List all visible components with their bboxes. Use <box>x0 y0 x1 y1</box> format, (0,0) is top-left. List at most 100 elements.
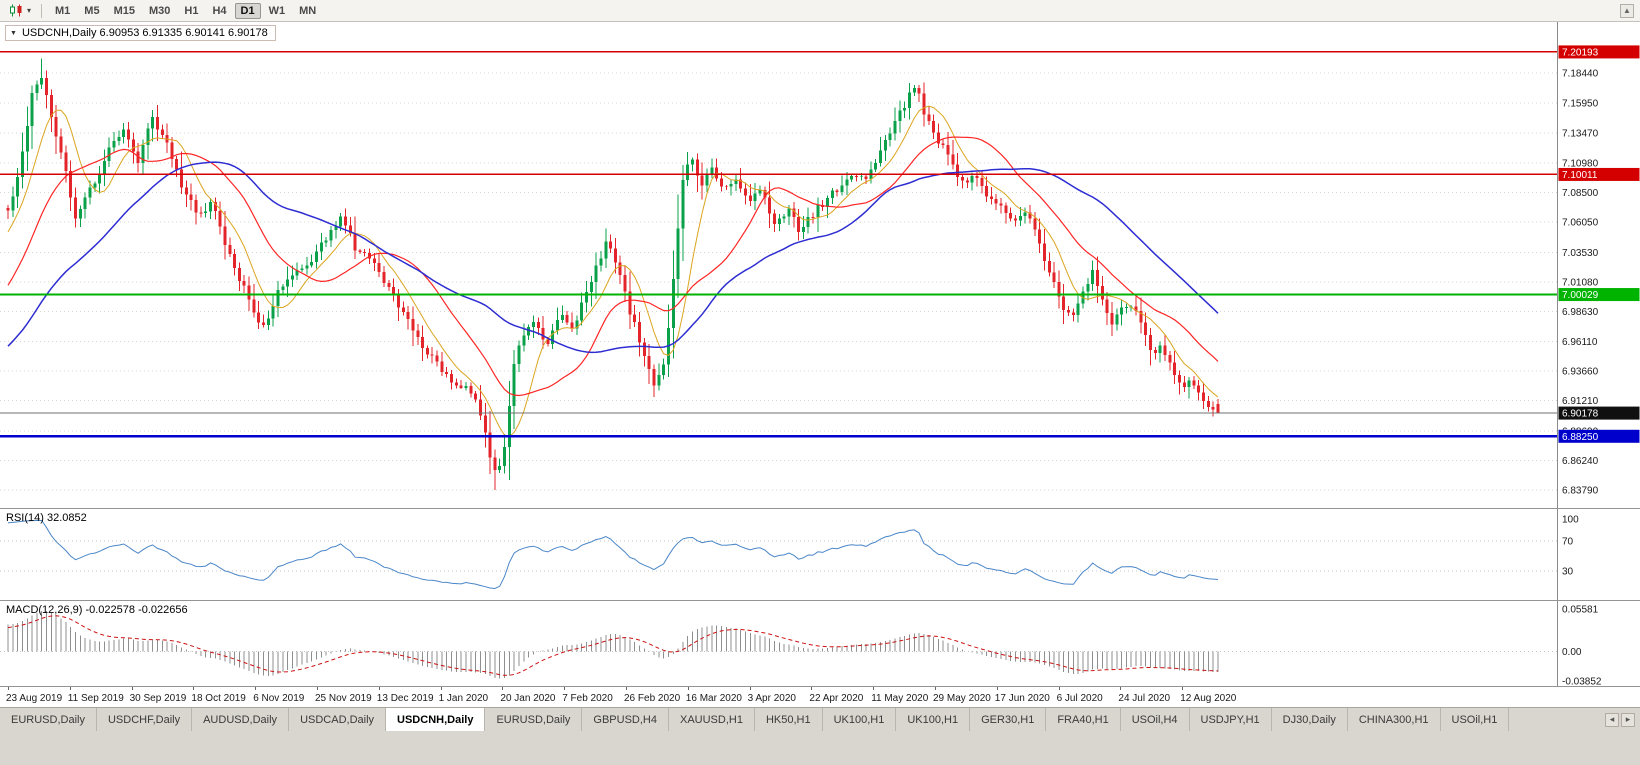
timeframe-button-h1[interactable]: H1 <box>184 4 199 17</box>
date-label: 18 Oct 2019 <box>191 693 246 704</box>
candlestick-chart-icon <box>10 4 22 17</box>
date-label: 26 Feb 2020 <box>624 693 681 704</box>
date-tick <box>193 687 195 690</box>
price-tag <box>1558 429 1640 443</box>
price-tag-label: 6.90178 <box>1562 409 1599 420</box>
macd-label: MACD(12,26,9) -0.022578 -0.022656 <box>6 604 188 616</box>
timeframe-button-m1[interactable]: M1 <box>55 4 71 17</box>
date-axis[interactable]: 23 Aug 2019 11 Sep 2019 30 Sep 2019 18 Oct … <box>0 686 1640 707</box>
symbol-tabbar: EURUSD,Daily USDCHF,Daily AUDUSD,Daily USDC… <box>0 707 1640 731</box>
date-tick <box>131 687 133 690</box>
one-click-trading-caret-icon[interactable]: ▼ <box>10 29 17 37</box>
tab-scroll-buttons: ◂ ▸ <box>1600 708 1640 731</box>
date-tick <box>1182 687 1184 690</box>
price-tick-label: 6.86240 <box>1562 456 1599 467</box>
date-tick <box>1120 687 1122 690</box>
symbol-tab-usoil-h4[interactable]: USOil,H4 <box>1121 708 1190 731</box>
date-tick <box>564 687 566 690</box>
date-label: 23 Aug 2019 <box>6 693 63 704</box>
tab-scroll-left-button[interactable]: ◂ <box>1605 712 1619 727</box>
macd-histogram <box>7 610 1219 679</box>
symbol-tab-dj30-daily[interactable]: DJ30,Daily <box>1272 708 1348 731</box>
timeframe-button-h4[interactable]: H4 <box>212 4 227 17</box>
ma-line-21 <box>7 136 1219 397</box>
toolbar-separator <box>41 3 43 18</box>
rsi-tick-label: 100 <box>1562 515 1579 526</box>
date-tick <box>317 687 318 690</box>
main-chart-panel[interactable]: 7.18440 7.15950 7.13470 7.10980 7.08500 7.060… <box>0 22 1640 508</box>
timeframe-button-d1[interactable]: D1 <box>234 2 261 19</box>
price-tick-label: 6.98630 <box>1562 307 1599 318</box>
price-tag-label: 7.20193 <box>1562 47 1599 58</box>
price-tick-label: 7.18440 <box>1562 69 1599 80</box>
date-label: 16 Mar 2020 <box>685 693 742 704</box>
macd-panel[interactable]: 0.05581 0.00 -0.03852 MACD(12,26,9) -0.022… <box>0 600 1640 687</box>
price-tick-label: 6.96110 <box>1562 337 1598 348</box>
timeframe-toolbar: ▾ M1 M5 M15 M30 H1 H4 D1 W1 MN ▲ <box>0 0 1640 22</box>
date-tick <box>255 687 257 690</box>
date-label: 11 May 2020 <box>871 693 929 704</box>
rsi-line <box>7 519 1219 590</box>
chart-title-text: USDCNH,Daily 6.90953 6.91335 6.90141 6.9… <box>21 27 268 39</box>
symbol-tab-usoil-h1[interactable]: USOil,H1 <box>1441 708 1510 731</box>
macd-tick-label: -0.03852 <box>1562 677 1602 688</box>
symbol-tab-usdcnh-daily[interactable]: USDCNH,Daily <box>386 708 486 731</box>
rsi-panel[interactable]: 100 70 30 RSI(14) 32.0852 <box>0 508 1640 601</box>
price-tick-label: 6.93660 <box>1562 367 1599 378</box>
symbol-tab-gbpusd-h4[interactable]: GBPUSD,H4 <box>582 708 669 731</box>
main-chart-canvas[interactable]: 7.18440 7.15950 7.13470 7.10980 7.08500 7.060… <box>0 22 1640 508</box>
macd-tick-label: 0.05581 <box>1562 605 1599 616</box>
rsi-canvas[interactable]: 100 70 30 <box>0 509 1640 601</box>
price-tag <box>1558 167 1640 181</box>
date-tick <box>8 687 9 690</box>
price-tick-label: 6.91210 <box>1562 396 1599 407</box>
symbol-tab-usdcad-daily[interactable]: USDCAD,Daily <box>289 708 387 731</box>
symbol-tab-audusd-daily[interactable]: AUDUSD,Daily <box>192 708 290 731</box>
macd-signal-line <box>7 615 1219 676</box>
symbol-tab-uk100-h1[interactable]: UK100,H1 <box>823 708 897 731</box>
timeframe-button-w1[interactable]: W1 <box>268 4 286 17</box>
date-label: 1 Jan 2020 <box>438 693 489 704</box>
timeframe-button-mn[interactable]: MN <box>299 4 317 17</box>
symbol-tab-uk100-h1[interactable]: UK100,H1 <box>896 708 971 731</box>
symbol-tab-usdjpy-h1[interactable]: USDJPY,H1 <box>1190 708 1272 731</box>
timeframe-button-m15[interactable]: M15 <box>113 4 135 17</box>
tab-scroll-right-button[interactable]: ▸ <box>1621 712 1635 727</box>
timeframe-buttons: M1 M5 M15 M30 H1 H4 D1 W1 MN <box>49 2 322 19</box>
price-tag <box>1558 406 1640 420</box>
price-tick-label: 6.83790 <box>1562 485 1599 496</box>
price-tag-label: 6.88250 <box>1562 432 1599 443</box>
date-tick <box>626 687 627 690</box>
rsi-label: RSI(14) 32.0852 <box>6 512 87 524</box>
symbol-tab-eurusd-daily[interactable]: EURUSD,Daily <box>0 708 97 731</box>
price-tick-label: 7.01080 <box>1562 277 1599 288</box>
symbol-tab-fra40-h1[interactable]: FRA40,H1 <box>1046 708 1121 731</box>
date-tick <box>873 687 875 690</box>
price-tag-label: 7.00029 <box>1562 290 1599 301</box>
rsi-tick-label: 30 <box>1562 566 1574 577</box>
price-tick-label: 7.10980 <box>1562 158 1599 169</box>
date-tick <box>378 687 380 690</box>
symbol-tab-xauusd-h1[interactable]: XAUUSD,H1 <box>669 708 755 731</box>
macd-canvas[interactable]: 0.05581 0.00 -0.03852 <box>0 601 1640 687</box>
symbol-tab-eurusd-daily[interactable]: EURUSD,Daily <box>485 708 583 731</box>
date-tick <box>502 687 504 690</box>
timeframe-button-m5[interactable]: M5 <box>84 4 100 17</box>
symbol-tab-usdchf-daily[interactable]: USDCHF,Daily <box>97 708 193 731</box>
date-label: 22 Apr 2020 <box>809 693 864 704</box>
symbol-tab-china300-h1[interactable]: CHINA300,H1 <box>1348 708 1441 731</box>
symbol-tab-hk50-h1[interactable]: HK50,H1 <box>755 708 823 731</box>
price-tick-label: 7.08500 <box>1562 188 1599 199</box>
date-tick <box>749 687 751 690</box>
price-tick-label: 7.13470 <box>1562 128 1599 139</box>
date-label: 25 Nov 2019 <box>315 693 372 704</box>
date-label: 6 Jul 2020 <box>1056 693 1103 704</box>
date-label: 6 Nov 2019 <box>253 693 305 704</box>
date-tick <box>440 687 442 690</box>
timeframe-button-m30[interactable]: M30 <box>148 4 171 17</box>
symbol-tab-ger30-h1[interactable]: GER30,H1 <box>970 708 1047 731</box>
chart-scroll-up-button[interactable]: ▲ <box>1620 3 1634 18</box>
chart-ohlc-title: ▼ USDCNH,Daily 6.90953 6.91335 6.90141 6… <box>5 25 276 41</box>
date-label: 7 Feb 2020 <box>562 693 613 704</box>
chart-type-button[interactable]: ▾ <box>6 4 34 17</box>
